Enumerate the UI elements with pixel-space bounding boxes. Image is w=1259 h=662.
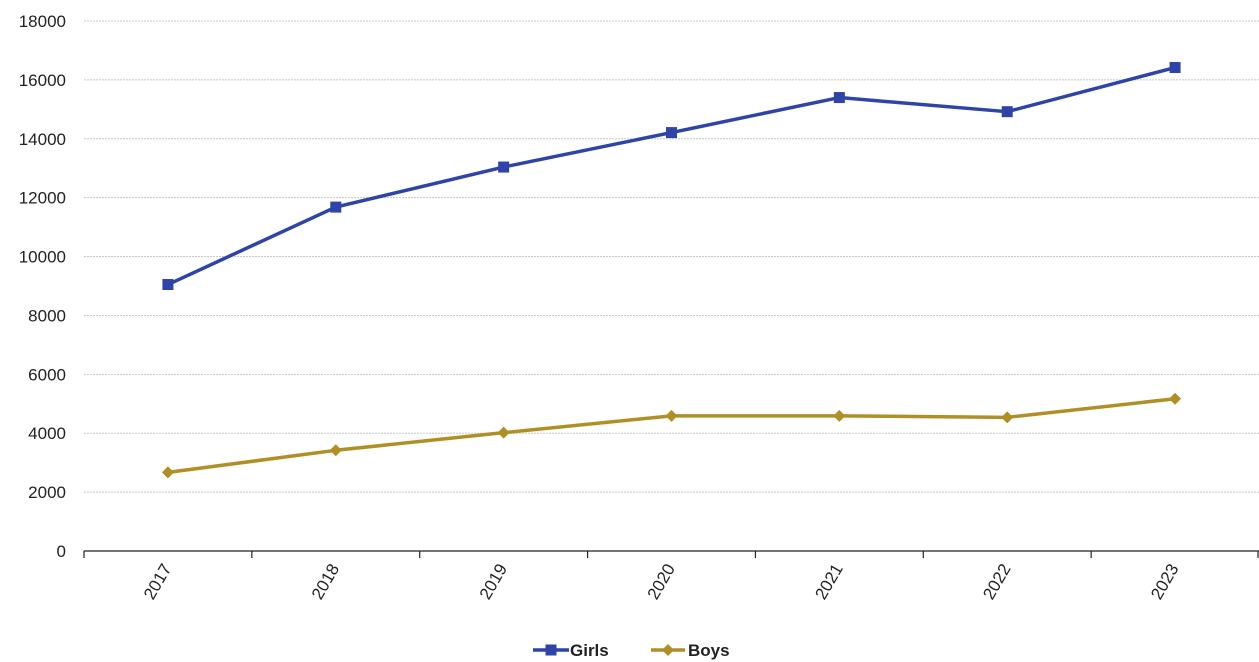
boys-point [665, 409, 678, 422]
y-tick-label: 14000 [19, 130, 66, 149]
girls-point [162, 279, 174, 291]
y-tick-label: 2000 [28, 483, 66, 502]
x-tick-label: 2020 [644, 561, 679, 603]
x-tick-label: 2022 [979, 561, 1014, 603]
boys-point [1169, 392, 1182, 405]
y-tick-label: 10000 [19, 248, 66, 267]
girls-point [1001, 106, 1013, 118]
girls-point [498, 161, 510, 173]
x-tick-label: 2017 [140, 561, 175, 603]
legend-label: Boys [688, 641, 730, 660]
legend-marker [662, 644, 674, 656]
y-tick-labels: 0 2000 4000 6000 8000 10000 12000 14000 16000 180… [19, 12, 66, 561]
x-tick-label: 2019 [476, 561, 511, 603]
x-tick-labels: 2017 2018 2019 2020 2021 2022 2023 [140, 561, 1183, 603]
girls-line [167, 65, 1176, 287]
series [161, 62, 1182, 479]
legend: Girls Boys [533, 641, 730, 660]
boys-line [167, 397, 1176, 475]
axes [83, 550, 1259, 558]
series-boys [161, 392, 1182, 479]
y-tick-label: 0 [57, 542, 66, 561]
legend-marker [545, 644, 557, 656]
y-tick-label: 18000 [19, 12, 66, 31]
y-tick-label: 4000 [28, 424, 66, 443]
y-tick-label: 12000 [19, 189, 66, 208]
series-girls [162, 62, 1181, 291]
legend-label: Girls [570, 641, 609, 660]
boys-point [1001, 411, 1014, 424]
legend-item-boys: Boys [651, 641, 730, 660]
x-tick-label: 2018 [308, 561, 343, 603]
boys-point [329, 444, 342, 457]
boys-point [497, 426, 510, 439]
x-tick-label: 2021 [811, 561, 846, 603]
boys-point [161, 466, 174, 479]
legend-item-girls: Girls [533, 641, 609, 660]
y-tick-label: 6000 [28, 365, 66, 384]
boys-point [833, 409, 846, 422]
y-tick-label: 8000 [28, 306, 66, 325]
girls-point [1169, 62, 1181, 74]
girls-point [833, 92, 845, 104]
y-tick-label: 16000 [19, 71, 66, 90]
x-tick-label: 2023 [1147, 561, 1182, 603]
girls-point [330, 201, 342, 213]
girls-point [666, 127, 677, 139]
gridlines [84, 20, 1259, 493]
